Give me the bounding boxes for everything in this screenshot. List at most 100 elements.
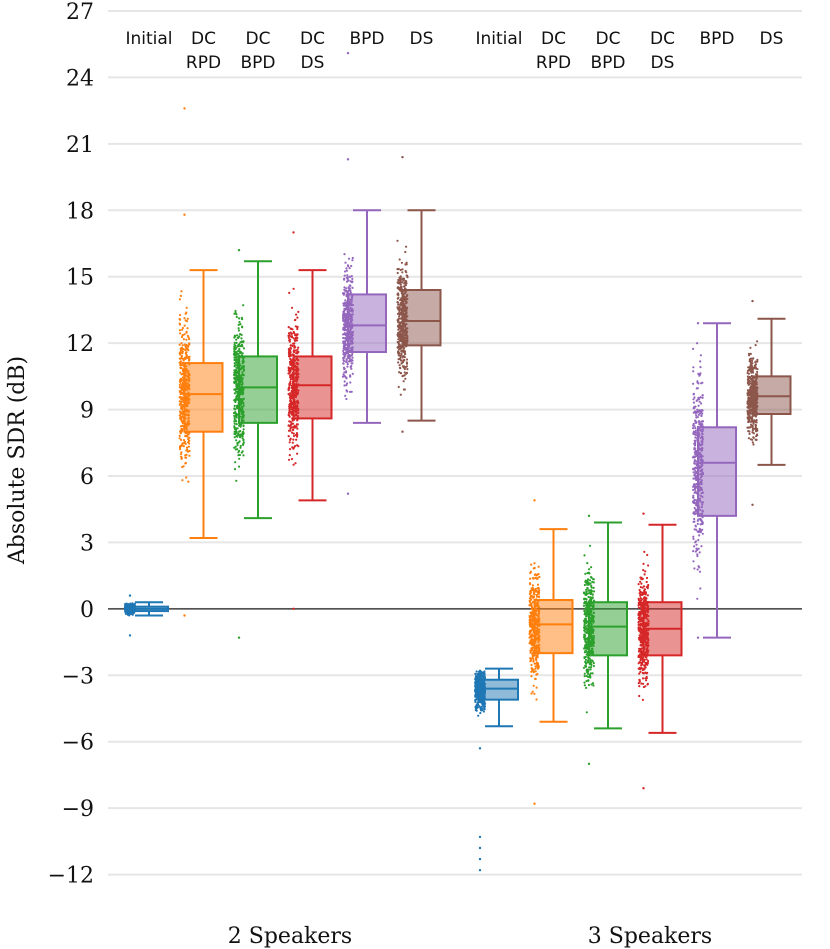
scatter-point	[587, 583, 590, 586]
scatter-point	[178, 414, 181, 417]
scatter-point	[235, 434, 238, 437]
scatter-point	[586, 562, 589, 565]
scatter-point	[535, 686, 538, 689]
scatter-point	[591, 593, 594, 596]
scatter-point	[475, 670, 478, 673]
scatter-point	[237, 345, 240, 348]
scatter-point	[640, 616, 643, 619]
scatter-point	[349, 390, 352, 393]
scatter-point	[529, 616, 532, 620]
scatter-point	[287, 387, 290, 390]
scatter-point	[644, 671, 647, 674]
scatter-point	[181, 326, 184, 330]
scatter-point	[475, 687, 478, 690]
scatter-point	[289, 429, 292, 432]
scatter-point	[637, 628, 641, 631]
scatter-point	[238, 321, 241, 324]
scatter-point	[236, 334, 239, 337]
scatter-point	[182, 439, 186, 442]
scatter-point	[642, 682, 645, 685]
scatter-point	[182, 348, 185, 351]
scatter-point	[696, 322, 700, 325]
scatter-point	[343, 380, 346, 383]
scatter-point	[399, 367, 402, 370]
scatter-point	[528, 632, 531, 636]
scatter-point	[343, 277, 346, 280]
scatter-point	[639, 651, 643, 654]
scatter-point	[237, 323, 240, 326]
scatter-point	[296, 427, 299, 430]
scatter-point	[351, 286, 354, 289]
scatter-point	[693, 448, 696, 451]
scatter-point	[585, 653, 588, 656]
scatter-point	[291, 441, 294, 444]
scatter-point	[345, 370, 348, 373]
scatter-point	[233, 422, 236, 425]
scatter-point	[287, 334, 290, 337]
scatter-point	[404, 269, 407, 273]
scatter-point	[235, 341, 238, 344]
scatter-point	[529, 577, 532, 580]
scatter-point	[124, 610, 127, 613]
scatter-point	[397, 338, 400, 341]
scatter-point	[756, 360, 759, 363]
scatter-point	[474, 690, 477, 693]
scatter-point	[183, 614, 186, 617]
scatter-point	[188, 357, 191, 361]
scatter-point	[401, 430, 404, 433]
scatter-point	[242, 304, 245, 307]
scatter-point	[693, 520, 696, 523]
scatter-point	[696, 408, 699, 411]
scatter-point	[292, 607, 295, 611]
scatter-point	[638, 694, 641, 698]
scatter-point	[396, 271, 399, 275]
scatter-point	[643, 599, 646, 602]
scatter-point	[530, 614, 533, 617]
scatter-point	[584, 658, 588, 662]
scatter-point	[343, 312, 346, 315]
scatter-point	[645, 677, 648, 680]
scatter-point	[693, 405, 696, 408]
scatter-point	[287, 351, 290, 354]
scatter-point	[637, 597, 640, 601]
scatter-point	[186, 317, 189, 320]
scatter-point	[343, 341, 346, 344]
scatter-point	[185, 476, 188, 479]
scatter-point	[756, 358, 759, 361]
scatter-point	[475, 709, 478, 712]
scatter-point	[295, 438, 298, 441]
scatter-point	[695, 411, 698, 414]
scatter-point	[587, 589, 590, 592]
scatter-point	[404, 353, 407, 356]
scatter-point	[346, 274, 349, 277]
outlier-point	[346, 51, 350, 55]
scatter-point	[482, 672, 485, 676]
scatter-point	[351, 372, 354, 375]
scatter-point	[234, 364, 237, 367]
scatter-point	[237, 329, 240, 332]
scatter-point	[701, 394, 704, 397]
scatter-point	[233, 358, 236, 362]
scatter-point	[640, 609, 643, 612]
scatter-point	[639, 649, 642, 652]
scatter-point	[240, 316, 243, 319]
scatter-point	[184, 319, 187, 322]
scatter-point	[583, 609, 586, 613]
scatter-point	[638, 672, 641, 675]
scatter-point	[397, 324, 400, 327]
scatter-point	[344, 332, 347, 335]
scatter-point	[234, 412, 238, 415]
scatter-point	[639, 640, 642, 643]
scatter-point	[643, 550, 646, 554]
scatter-point	[585, 604, 588, 607]
scatter-point	[346, 355, 349, 358]
scatter-point	[639, 597, 642, 600]
scatter-point	[591, 682, 595, 685]
scatter-point	[638, 634, 641, 637]
scatter-point	[239, 323, 242, 326]
scatter-point	[537, 665, 540, 668]
scatter-point	[345, 397, 348, 401]
scatter-point	[405, 358, 409, 361]
scatter-point	[346, 291, 349, 294]
scatter-point	[185, 351, 188, 354]
